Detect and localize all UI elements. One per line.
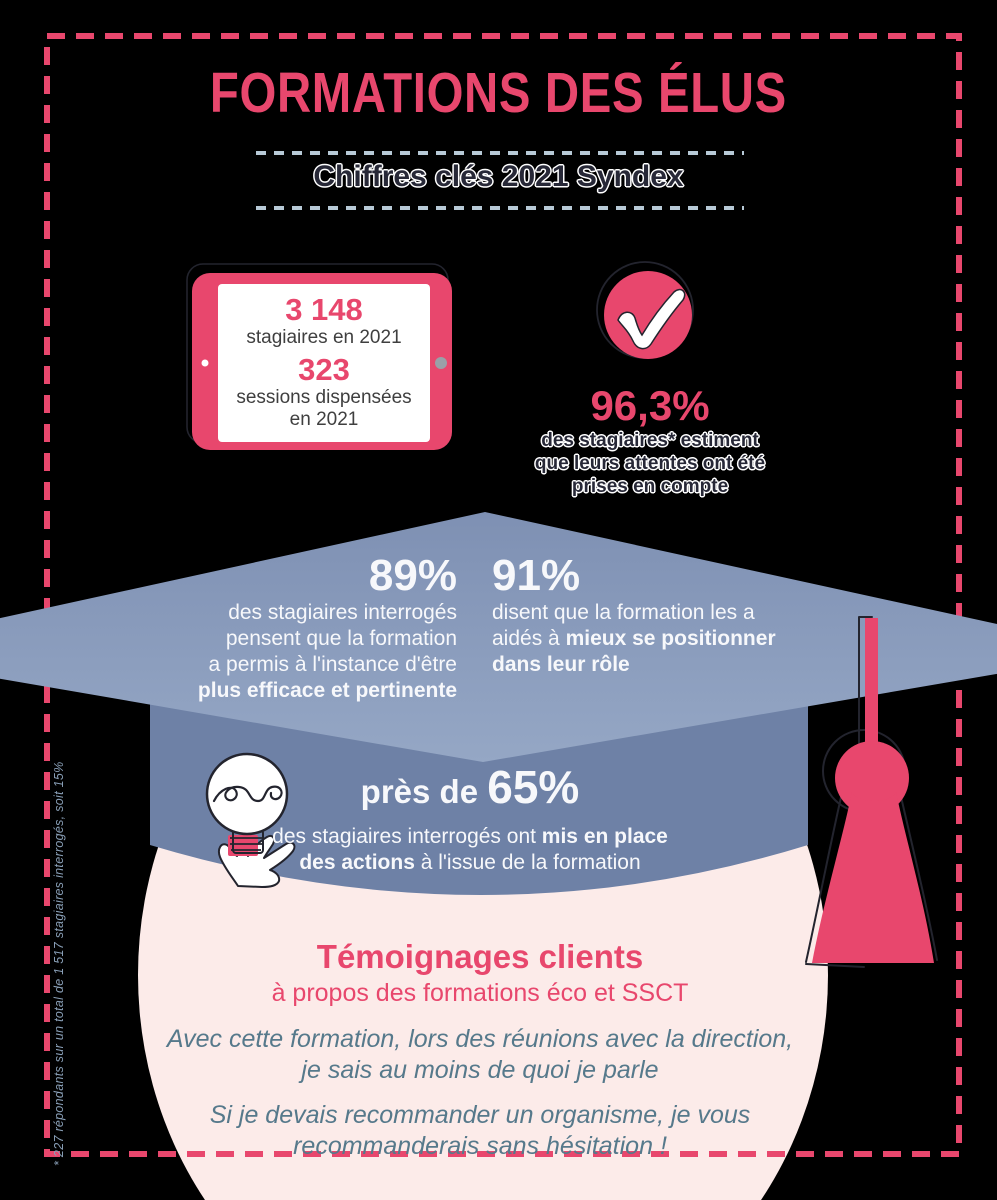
stat-trainees-label: stagiaires en 2021 xyxy=(246,327,402,348)
tablet-illustration xyxy=(186,263,452,450)
stat-sessions-value: 323 xyxy=(298,352,350,387)
stat-65-line2: des actions à l'issue de la formation xyxy=(299,851,641,874)
dashed-rule-top xyxy=(256,151,744,155)
check-circle xyxy=(604,271,692,359)
stat-89-line4: plus efficace et pertinente xyxy=(197,679,457,702)
satisfaction-stat: 96,3% des stagiaires* estiment que leurs… xyxy=(505,383,795,498)
stat-91-line2: aidés à mieux se positionner xyxy=(492,627,776,650)
subtitle: Chiffres clés 2021 Syndex xyxy=(313,160,684,193)
testimonials-title: Témoignages clients xyxy=(316,938,644,975)
stat-89-line2: pensent que la formation xyxy=(225,627,457,650)
testimonial-quote-2: Si je devais recommander un organisme, j… xyxy=(209,1101,751,1160)
stat-trainees-value: 3 148 xyxy=(285,292,363,327)
stat-65-block: près de 65% des stagiaires interrogés on… xyxy=(170,762,770,876)
satisfaction-line2: que leurs attentes ont été xyxy=(534,453,766,474)
stat-91-line1: disent que la formation les a xyxy=(492,601,755,624)
tablet-camera-dot xyxy=(201,359,209,367)
stat-89-line1: des stagiaires interrogés xyxy=(228,601,457,624)
stat-89-value: 89% xyxy=(368,551,457,600)
main-title: FORMATIONS DES ÉLUS xyxy=(210,62,787,125)
stat-89-line3: a permis à l'instance d'être xyxy=(208,653,457,676)
header: FORMATIONS DES ÉLUS xyxy=(0,62,997,124)
satisfaction-value: 96,3% xyxy=(590,382,710,429)
check-mark xyxy=(617,288,686,350)
checkmark-badge xyxy=(596,261,694,359)
tablet-screen xyxy=(218,284,430,442)
stat-sessions-label-line1: sessions dispensées xyxy=(236,387,412,408)
testimonials-subtitle: à propos des formations éco et SSCT xyxy=(271,979,689,1007)
cap-top xyxy=(0,512,997,762)
tassel-skirt xyxy=(812,792,934,963)
satisfaction-line1: des stagiaires* estiment xyxy=(541,430,759,451)
stat-91-value: 91% xyxy=(492,551,581,600)
stat-65-value: 65% xyxy=(487,761,580,813)
satisfaction-line3: prises en compte xyxy=(571,476,729,497)
stat-sessions-label-line2: en 2021 xyxy=(289,409,359,430)
stat-89-block: 89% des stagiaires interrogés pensent qu… xyxy=(135,552,457,704)
testimonials-section: Témoignages clients à propos des formati… xyxy=(140,938,820,1162)
stat-65-line1: des stagiaires interrogés ont mis en pla… xyxy=(272,825,668,848)
footnote: * 227 répondants sur un total de 1 517 s… xyxy=(52,761,66,1166)
dashed-rule-bottom xyxy=(256,206,744,210)
bulb-base-threads xyxy=(230,837,262,851)
bulb-filament-squiggle xyxy=(212,785,283,803)
tassel-cord xyxy=(865,618,878,753)
lightbulb-hand-illustration xyxy=(205,752,296,888)
tablet-stats: 3 148 stagiaires en 2021 323 sessions di… xyxy=(218,293,430,431)
testimonial-quote-1: Avec cette formation, lors des réunions … xyxy=(166,1025,794,1084)
tablet-home-button xyxy=(435,357,447,369)
stat-65-value-line: près de 65% xyxy=(360,761,580,813)
stat-91-line3: dans leur rôle xyxy=(492,653,630,676)
stat-91-block: 91% disent que la formation les a aidés … xyxy=(492,552,852,678)
bulb xyxy=(205,752,289,836)
